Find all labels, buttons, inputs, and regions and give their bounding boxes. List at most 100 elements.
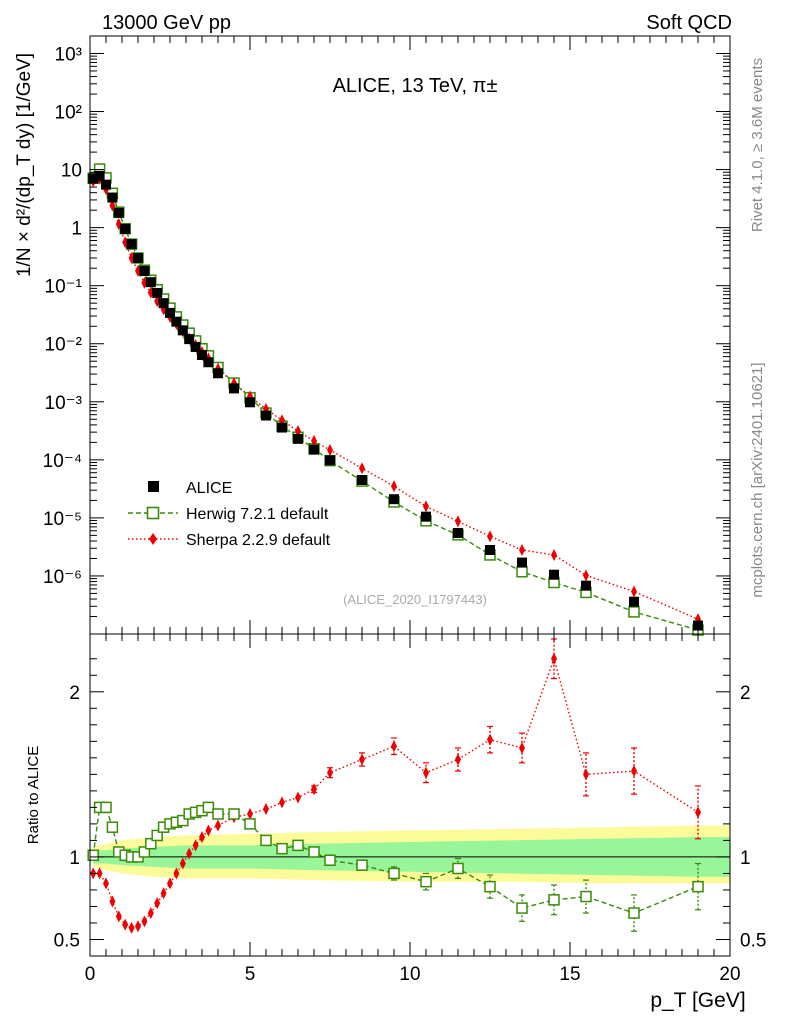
sherpa-point: [423, 766, 429, 779]
sherpa-point: [487, 530, 493, 543]
x-axis-label: p_T [GeV]: [650, 989, 745, 1012]
main-y-tick-label: 10⁻¹: [45, 277, 83, 298]
x-tick-label: 0: [85, 964, 96, 985]
herwig-point: [388, 867, 400, 880]
legend-marker-alice: [148, 481, 159, 492]
sherpa-point: [154, 897, 161, 910]
generator-tag: Soft QCD: [646, 12, 732, 34]
herwig-point: [202, 801, 215, 814]
herwig-point: [484, 880, 496, 893]
legend: ALICE Herwig 7.2.1 default Sherpa 2.2.9 …: [128, 480, 331, 549]
ratio-plot-panel: 0.5 0.5 1 1 2 2 0 5 10 15 20 Ratio to ALICE p_T […: [25, 633, 766, 1012]
sherpa-point: [487, 733, 493, 746]
sherpa-point: [391, 740, 397, 753]
data-point: [101, 179, 111, 190]
herwig-curve: [92, 167, 699, 631]
herwig-point: [260, 834, 272, 847]
data-point: [190, 341, 201, 352]
sherpa-point: [327, 443, 333, 456]
herwig-point: [420, 875, 432, 888]
herwig-point: [628, 907, 640, 919]
x-tick-label: 5: [245, 964, 256, 985]
data-point: [197, 349, 207, 360]
ratio-y-axis-label: Ratio to ALICE: [25, 746, 42, 844]
herwig-point: [100, 801, 112, 814]
data-point: [293, 433, 303, 444]
data-point: [245, 397, 255, 408]
sherpa-point: [147, 907, 154, 920]
sherpa-curve: [92, 177, 699, 620]
sherpa-point: [295, 791, 301, 804]
herwig-point: [516, 902, 528, 914]
data-point: [158, 298, 169, 309]
ratio-y-tick-label-right: 1: [740, 848, 751, 869]
data-point: [693, 620, 703, 631]
legend-label-sherpa: Sherpa 2.2.9 default: [186, 532, 331, 549]
sherpa-point: [186, 847, 193, 860]
main-y-tick-label: 10²: [55, 103, 82, 124]
process-label: 13000 GeV pp: [102, 12, 231, 34]
sherpa-point: [247, 807, 253, 820]
main-y-tick-label: 10⁻³: [45, 393, 83, 414]
sherpa-point: [179, 857, 186, 870]
sherpa-point: [263, 803, 269, 816]
herwig-point: [548, 894, 560, 906]
data-point: [165, 307, 175, 318]
herwig-point: [145, 837, 157, 850]
data-point: [107, 192, 118, 203]
sherpa-point: [455, 515, 461, 528]
sherpa-point: [96, 867, 103, 880]
sherpa-point: [519, 741, 525, 754]
sherpa-point: [160, 887, 167, 900]
data-point: [389, 494, 399, 505]
main-y-tick-label: 1: [71, 219, 82, 240]
main-y-tick-label: 10⁻⁶: [43, 567, 82, 588]
sherpa-point: [359, 753, 365, 766]
herwig-point: [356, 859, 368, 871]
sherpa-point: [391, 480, 397, 493]
data-point: [277, 422, 287, 433]
data-point: [145, 277, 156, 288]
sherpa-point: [173, 867, 180, 880]
sherpa-point: [455, 753, 461, 766]
sherpa-point: [279, 796, 285, 809]
data-point: [517, 557, 527, 568]
herwig-point: [580, 890, 592, 903]
herwig-point: [151, 829, 163, 842]
legend-label-herwig: Herwig 7.2.1 default: [186, 506, 329, 523]
herwig-point: [308, 846, 320, 858]
herwig-point: [324, 854, 336, 866]
data-point: [152, 287, 163, 298]
data-point: [113, 207, 124, 218]
herwig-point: [228, 808, 240, 820]
ratio-y-tick-label: 1: [69, 848, 80, 869]
sherpa-point: [205, 824, 212, 837]
x-tick-label: 20: [719, 964, 740, 985]
herwig-point: [452, 862, 464, 875]
main-y-tick-label: 10⁻²: [45, 335, 83, 356]
data-point: [261, 410, 271, 421]
sherpa-point: [192, 839, 199, 852]
sherpa-point: [631, 765, 637, 778]
sherpa-point: [327, 766, 333, 779]
sherpa-point: [551, 548, 557, 561]
data-point: [126, 239, 137, 250]
data-point: [453, 527, 463, 538]
data-point: [94, 170, 105, 181]
legend-label-alice: ALICE: [186, 480, 232, 497]
ratio-y-tick-label-right: 0.5: [740, 930, 766, 951]
sherpa-point: [695, 806, 701, 819]
sherpa-point: [583, 569, 589, 582]
data-point: [171, 316, 182, 327]
data-point: [120, 223, 131, 234]
sherpa-point: [115, 910, 122, 923]
rivet-label: Rivet 4.1.0, ≥ 3.6M events: [749, 58, 766, 232]
legend-marker-sherpa: [149, 533, 157, 545]
plot-title: ALICE, 13 TeV, π±: [333, 75, 498, 97]
data-point: [629, 596, 639, 607]
data-point: [581, 580, 591, 591]
ratio-y-tick-label: 0.5: [54, 930, 80, 951]
data-point: [203, 357, 214, 368]
main-y-tick-label: 10³: [55, 44, 82, 65]
mcplots-label: mcplots.cern.ch [arXiv:2401.10621]: [749, 362, 766, 597]
